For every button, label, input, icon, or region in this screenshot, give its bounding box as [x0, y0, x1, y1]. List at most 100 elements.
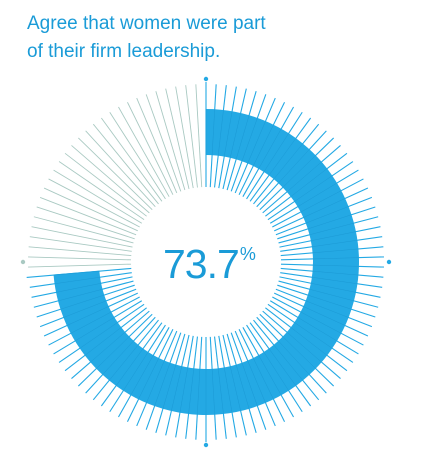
tick-other: [101, 117, 163, 202]
chart-title: Agree that women were part of their firm…: [27, 10, 387, 66]
tick-other: [48, 178, 140, 228]
band-divider: [258, 128, 282, 169]
band-divider: [235, 115, 250, 160]
band-divider: [290, 327, 328, 356]
band-divider: [171, 366, 183, 412]
band-divider: [309, 222, 355, 236]
tick-other: [185, 85, 198, 188]
band-divider: [123, 351, 149, 391]
band-divider: [286, 331, 322, 363]
band-divider: [179, 367, 188, 413]
band-divider: [217, 368, 224, 415]
band-divider: [290, 168, 328, 197]
slice-band-agree: [53, 109, 359, 416]
band-divider: [53, 270, 100, 276]
tick-other: [33, 216, 134, 244]
tick-other: [43, 187, 138, 232]
tick-other: [31, 226, 133, 248]
tick-other: [165, 88, 190, 190]
band-divider: [57, 288, 103, 302]
band-divider: [252, 124, 274, 167]
tick-other: [145, 94, 182, 192]
band-divider: [263, 351, 289, 391]
band-divider: [211, 368, 215, 415]
band-divider: [247, 360, 266, 404]
band-divider: [297, 182, 338, 207]
tick-other: [92, 123, 159, 205]
band-divider: [294, 322, 333, 349]
tick-other: [109, 112, 166, 200]
band-divider: [278, 340, 310, 375]
band-divider: [84, 327, 122, 356]
band-divider: [273, 344, 304, 381]
band-divider: [305, 300, 349, 318]
band-divider: [300, 190, 342, 213]
band-divider: [310, 283, 356, 293]
center-value-unit: %: [239, 244, 256, 264]
tick-other: [71, 145, 150, 214]
band-divider: [278, 149, 310, 184]
band-divider: [70, 311, 112, 334]
tick-other: [175, 86, 194, 189]
band-divider: [312, 264, 359, 267]
band-divider: [310, 231, 356, 241]
band-divider: [303, 198, 346, 218]
tick-other: [29, 236, 132, 252]
tick-other: [36, 206, 135, 240]
band-divider: [229, 112, 241, 158]
band-divider: [90, 331, 126, 363]
band-divider: [312, 248, 359, 254]
tick-other: [78, 137, 153, 211]
axis-dot: [203, 76, 209, 82]
band-divider: [79, 322, 118, 349]
band-divider: [300, 311, 342, 334]
band-divider: [54, 276, 101, 285]
band-divider: [188, 368, 195, 415]
band-divider: [56, 283, 102, 293]
chart-title-line-2: of their firm leadership.: [27, 41, 221, 62]
band-divider: [282, 155, 316, 188]
band-divider: [197, 368, 201, 415]
tick-other: [28, 263, 132, 268]
band-divider: [263, 133, 289, 173]
tick-other: [58, 161, 145, 221]
tick-other: [155, 91, 186, 191]
band-divider: [74, 317, 115, 342]
band-divider: [241, 117, 258, 162]
axis-dot: [386, 259, 392, 265]
band-divider: [162, 364, 177, 409]
axis-dot: [20, 259, 26, 265]
band-divider: [247, 120, 266, 164]
axis-dot: [203, 442, 209, 448]
center-value-label: 73.7%: [163, 238, 273, 290]
band-divider: [252, 357, 274, 400]
band-divider: [286, 161, 322, 193]
band-divider: [311, 276, 358, 285]
band-divider: [115, 348, 144, 386]
band-divider: [241, 362, 258, 407]
band-divider: [211, 109, 215, 156]
band-divider: [273, 143, 304, 180]
band-divider: [294, 175, 333, 202]
band-divider: [66, 306, 109, 326]
tick-other: [85, 130, 156, 208]
band-divider: [146, 360, 165, 404]
band-divider: [102, 340, 134, 375]
band-divider: [229, 366, 241, 412]
band-divider: [312, 257, 359, 260]
band-divider: [282, 336, 316, 369]
band-divider: [303, 306, 346, 326]
chart-title-line-1: Agree that women were part: [27, 13, 266, 34]
tick-other: [136, 97, 178, 194]
tick-other: [195, 84, 203, 188]
band-divider: [60, 294, 105, 310]
band-divider: [305, 206, 349, 224]
band-divider: [235, 364, 250, 409]
band-divider: [307, 214, 352, 230]
tick-other: [28, 256, 132, 261]
band-divider: [154, 362, 171, 407]
tick-other: [118, 106, 170, 197]
center-value-number: 73.7: [163, 241, 240, 287]
band-divider: [63, 300, 107, 318]
